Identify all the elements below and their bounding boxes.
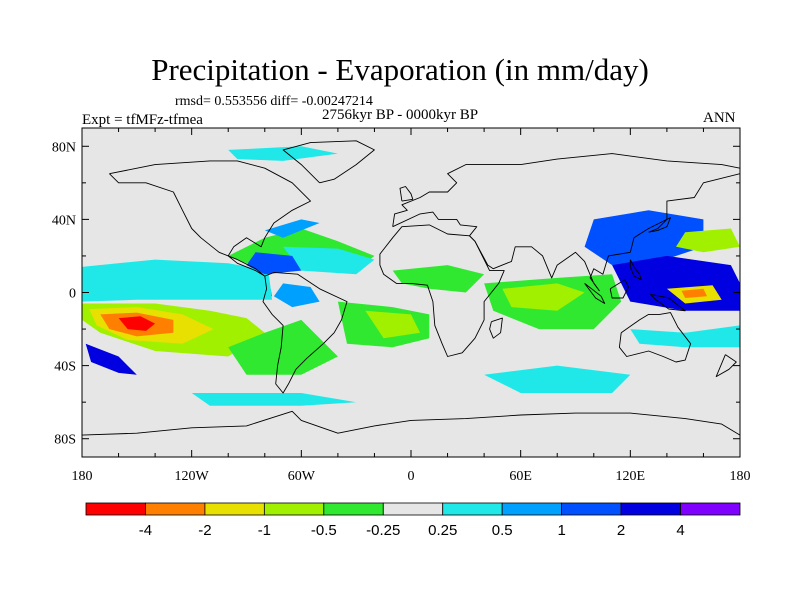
region-arctic-cyan [228, 146, 338, 161]
stats-label: rmsd= 0.553556 diff= -0.00247214 [175, 94, 373, 109]
colorbar-label: 1 [557, 522, 565, 539]
colorbar-label: 4 [676, 522, 684, 539]
y-tick-label: 80N [52, 140, 76, 155]
x-tick-label: 60W [288, 469, 316, 484]
coast-new-zealand [715, 354, 737, 378]
region-amazon-wet [273, 283, 320, 308]
coast-philippines [629, 259, 642, 281]
coast-africa [379, 224, 505, 357]
region-s-america-green [228, 319, 338, 375]
coast-madagascar [489, 317, 503, 339]
colorbar-label: -0.5 [311, 522, 337, 539]
region-indian-ocean-yellow [502, 283, 585, 311]
coast-sumatra [584, 283, 606, 304]
region-pacific-equatorial-cyan [82, 259, 273, 302]
colorbar-label: -2 [198, 522, 211, 539]
colorbar-swatch [145, 502, 206, 516]
period-label: 2756kyr BP - 0000kyr BP [322, 107, 479, 123]
colorbar-swatch [204, 502, 265, 516]
colorbar-swatch [501, 502, 563, 516]
colorbar-label: 0.5 [492, 522, 513, 539]
coast-japan [648, 217, 671, 233]
region-tropical-atlantic-cyan [283, 246, 375, 275]
anomaly-fields [82, 146, 740, 406]
colorbar-label: -4 [139, 522, 152, 539]
coast-eurasia [392, 153, 740, 292]
region-n-pacific-yellow [676, 228, 740, 253]
coast-south-america [262, 271, 348, 394]
coast-antarctica [82, 410, 740, 436]
colorbar-swatch [680, 502, 741, 516]
coastlines [82, 140, 740, 436]
region-w-pacific-red [681, 288, 708, 298]
colorbar-label: 2 [617, 522, 625, 539]
coast-north-america [109, 160, 311, 277]
region-caribbean-blue [246, 252, 302, 275]
x-tick-label: 180 [730, 469, 751, 484]
x-tick-label: 120E [616, 469, 646, 484]
coast-greenland [282, 140, 375, 184]
region-se-pacific-red [118, 316, 156, 331]
x-tick-label: 60E [509, 469, 532, 484]
season-label: ANN [703, 110, 736, 126]
colorbar-label: 0.25 [428, 522, 457, 539]
x-axis: 180 120W 60W 0 60E 120E 180 [72, 128, 751, 484]
coast-australia [618, 312, 692, 363]
x-tick-label: 120W [175, 469, 210, 484]
colorbar-swatch [382, 502, 444, 516]
plot-title: Precipitation - Evaporation (in mm/day) [151, 52, 649, 87]
region-southern-ocean-cyan-2 [191, 393, 357, 406]
y-tick-label: 40S [54, 360, 76, 375]
colorbar-swatch [442, 502, 503, 516]
region-e-asia-wet [584, 210, 704, 266]
coast-new-guinea [650, 293, 686, 312]
colorbar-swatch [323, 502, 384, 516]
region-south-pacific-wet [85, 343, 137, 375]
x-tick-label: 0 [408, 469, 415, 484]
colorbar-swatch [561, 502, 622, 516]
experiment-label: Expt = tfMFz-tfmea [82, 112, 203, 128]
region-southern-ocean-cyan [484, 365, 631, 393]
coast-borneo [609, 279, 629, 299]
region-s-atlantic-yellowgreen [365, 310, 421, 339]
colorbar-label: -0.25 [366, 522, 400, 539]
region-africa-green [392, 265, 485, 293]
colorbar-label: -1 [258, 522, 271, 539]
x-tick-label: 180 [72, 469, 93, 484]
y-axis: 80N 40N 0 40S 80S [52, 140, 740, 448]
region-gulf-stream-blue [264, 219, 320, 238]
y-tick-label: 0 [69, 287, 76, 302]
colorbar: -4 -2 -1 -0.5 -0.25 0.25 0.5 1 2 4 [85, 502, 741, 539]
colorbar-swatch [85, 502, 146, 516]
y-tick-label: 40N [52, 213, 76, 228]
coast-british-isles [399, 186, 414, 202]
colorbar-swatch [620, 502, 681, 516]
colorbar-swatch [263, 502, 325, 516]
y-tick-label: 80S [54, 433, 76, 448]
